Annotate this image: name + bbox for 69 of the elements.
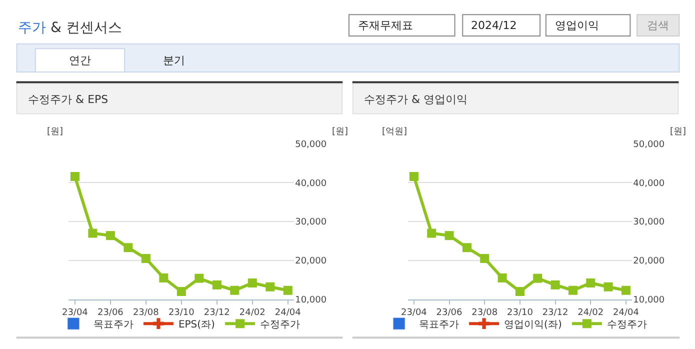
point bbox=[568, 286, 578, 295]
y2-tick-label: 10,000 bbox=[295, 295, 327, 306]
chart-title: 수정주가 & 영업이익 bbox=[364, 93, 468, 106]
point bbox=[194, 274, 204, 283]
x-tick-label: 23/04 bbox=[400, 308, 428, 318]
text: 2024/12 bbox=[471, 19, 517, 32]
point bbox=[480, 254, 490, 263]
x-tick-label: 23/08 bbox=[132, 308, 160, 318]
x-tick-label: 23/06 bbox=[436, 308, 463, 318]
point bbox=[106, 231, 115, 240]
x-tick-label: 24/04 bbox=[274, 308, 302, 318]
x-tick-label: 24/02 bbox=[578, 308, 604, 318]
point bbox=[621, 286, 630, 295]
y2-tick-label: 30,000 bbox=[295, 218, 327, 228]
point bbox=[498, 273, 507, 282]
point bbox=[444, 231, 454, 240]
chart-title: 수정주가 & EPS bbox=[28, 93, 108, 106]
x-tick-label: 23/12 bbox=[542, 308, 568, 318]
point bbox=[266, 282, 275, 292]
text: 영업이익 bbox=[555, 19, 599, 32]
y2-tick-label: 10,000 bbox=[633, 295, 665, 306]
point bbox=[248, 278, 257, 288]
y2-tick-label: 30,000 bbox=[633, 218, 665, 228]
point bbox=[283, 286, 292, 295]
x-tick-label: 23/12 bbox=[204, 308, 230, 318]
text: 주가 & 컨센서스 bbox=[18, 20, 122, 36]
point bbox=[515, 287, 524, 296]
x-tick-label: 23/10 bbox=[506, 308, 534, 318]
y2-tick-label: 50,000 bbox=[633, 140, 665, 150]
point bbox=[604, 282, 613, 292]
y-axis-title: [원] bbox=[47, 127, 64, 137]
legend-label: 목표주가 bbox=[93, 319, 134, 330]
point bbox=[176, 287, 186, 296]
x-tick-label: 23/10 bbox=[168, 308, 195, 318]
text: 주재무제표 bbox=[358, 19, 413, 32]
point bbox=[212, 280, 222, 290]
point bbox=[409, 172, 418, 182]
text: 검색 bbox=[647, 19, 669, 32]
point bbox=[586, 278, 596, 288]
text: 분기 bbox=[163, 54, 185, 67]
point bbox=[88, 228, 98, 238]
point bbox=[533, 274, 542, 283]
legend-label: EPS(좌) bbox=[178, 319, 216, 330]
x-tick-label: 24/04 bbox=[612, 308, 640, 318]
point bbox=[230, 286, 240, 295]
point bbox=[427, 228, 436, 238]
legend-label: 영업이익(좌) bbox=[504, 319, 562, 330]
y2-tick-label: 50,000 bbox=[295, 140, 327, 150]
x-tick-label: 23/04 bbox=[62, 308, 88, 318]
y-axis-title: [억원] bbox=[382, 127, 408, 137]
y2-tick-label: 40,000 bbox=[295, 178, 327, 189]
y2-axis-title: [원] bbox=[332, 127, 348, 137]
text: 연간 bbox=[69, 54, 91, 67]
y2-tick-label: 20,000 bbox=[633, 256, 665, 267]
point bbox=[550, 280, 560, 290]
x-tick-label: 23/08 bbox=[472, 308, 498, 318]
legend-label: 목표주가 bbox=[419, 319, 460, 330]
x-tick-label: 23/06 bbox=[97, 308, 124, 318]
point bbox=[70, 172, 80, 182]
y2-tick-label: 20,000 bbox=[295, 256, 327, 267]
y2-tick-label: 40,000 bbox=[633, 178, 665, 189]
point bbox=[462, 243, 472, 252]
legend-label: 수정주가 bbox=[606, 319, 647, 330]
legend-label: 수정주가 bbox=[260, 319, 300, 330]
y2-axis-title: [원] bbox=[670, 127, 686, 137]
x-tick-label: 24/02 bbox=[239, 308, 266, 318]
point bbox=[159, 273, 168, 282]
point bbox=[141, 254, 150, 263]
point bbox=[124, 243, 133, 252]
